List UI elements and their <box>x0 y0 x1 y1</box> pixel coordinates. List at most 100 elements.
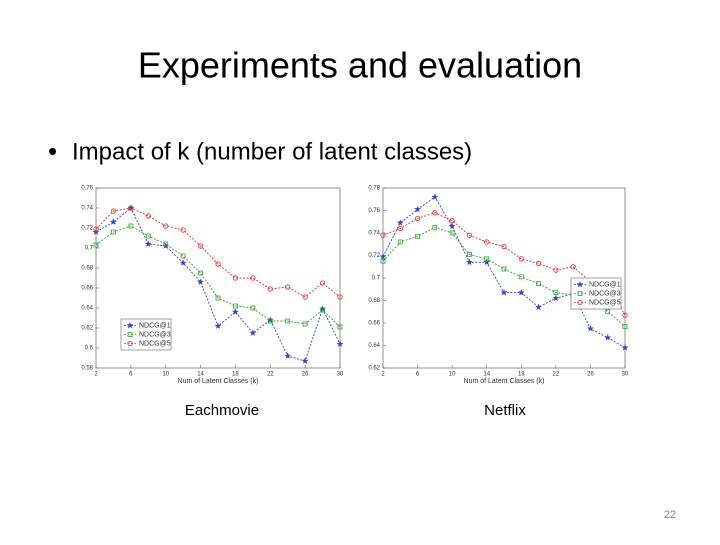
marker <box>302 294 308 300</box>
marker <box>127 340 133 347</box>
marker <box>553 290 559 296</box>
marker <box>622 323 628 329</box>
marker <box>432 224 438 230</box>
marker <box>449 230 455 236</box>
marker <box>179 259 187 267</box>
chart-caption: Netflix <box>484 402 526 419</box>
x-tick-label: 14 <box>197 372 204 378</box>
x-axis-label: Num of Latent Classes (k) <box>178 378 259 385</box>
marker <box>570 264 576 270</box>
y-tick-label: 0.6 <box>85 346 94 352</box>
marker <box>415 233 420 239</box>
x-tick-label: 14 <box>483 372 490 378</box>
y-tick-label: 0.64 <box>368 343 380 349</box>
marker <box>413 205 422 213</box>
page-number: 22 <box>664 509 676 521</box>
legend-label: NDCG@5 <box>139 340 171 347</box>
y-tick-label: 0.66 <box>368 321 380 327</box>
marker <box>380 258 386 264</box>
legend-label: NDCG@1 <box>589 281 621 288</box>
marker <box>448 222 456 230</box>
marker <box>483 258 491 266</box>
marker <box>198 270 203 276</box>
y-tick-label: 0.66 <box>81 286 93 292</box>
marker <box>145 213 151 219</box>
marker <box>577 291 583 296</box>
marker <box>466 232 473 238</box>
marker <box>126 321 134 329</box>
marker <box>231 308 239 316</box>
marker <box>127 332 133 337</box>
x-axis-label: Num of Latent Classes (k) <box>464 378 545 385</box>
y-tick-label: 0.62 <box>81 326 93 332</box>
marker <box>552 294 560 302</box>
marker <box>214 322 222 330</box>
marker <box>144 240 152 248</box>
x-tick-label: 30 <box>337 372 344 378</box>
x-tick-label: 10 <box>162 372 169 378</box>
marker <box>285 318 291 324</box>
marker <box>397 239 403 245</box>
legend-label: NDCG@1 <box>139 322 171 329</box>
y-tick-label: 0.68 <box>368 298 380 304</box>
slide-title: Experiments and evaluation <box>138 45 582 86</box>
marker <box>484 239 490 245</box>
bullet-text: Impact of k (number of latent classes) <box>72 138 472 165</box>
marker <box>432 210 438 216</box>
series-line <box>95 225 341 328</box>
marker <box>396 219 404 226</box>
y-tick-label: 0.76 <box>81 186 93 192</box>
marker <box>215 261 221 267</box>
x-tick-label: 22 <box>267 372 274 378</box>
y-tick-label: 0.72 <box>81 226 93 232</box>
marker <box>197 278 205 286</box>
y-tick-label: 0.74 <box>368 231 380 237</box>
y-tick-label: 0.68 <box>81 266 93 272</box>
marker <box>336 340 344 348</box>
marker <box>337 324 343 330</box>
marker <box>110 208 117 214</box>
marker <box>518 256 524 262</box>
marker <box>267 318 273 324</box>
y-tick-label: 0.78 <box>368 186 380 192</box>
marker <box>163 241 169 247</box>
x-tick-label: 26 <box>302 372 309 378</box>
marker <box>501 243 507 250</box>
marker <box>431 193 439 201</box>
marker <box>605 309 611 315</box>
marker <box>128 223 134 229</box>
marker <box>320 307 325 313</box>
marker <box>577 299 583 306</box>
marker <box>535 260 542 266</box>
series-line <box>382 212 626 316</box>
x-tick-label: 6 <box>416 372 420 378</box>
marker <box>145 233 151 239</box>
marker <box>500 288 508 296</box>
marker <box>93 242 99 248</box>
marker <box>576 280 584 288</box>
x-tick-label: 10 <box>449 372 456 378</box>
y-tick-label: 0.7 <box>372 276 381 282</box>
marker <box>484 256 490 262</box>
y-tick-label: 0.58 <box>81 366 93 372</box>
marker <box>553 267 559 273</box>
marker <box>111 229 116 235</box>
marker <box>518 274 524 280</box>
marker <box>92 228 100 236</box>
marker <box>215 295 221 301</box>
marker <box>467 251 472 257</box>
marker <box>621 344 629 351</box>
marker <box>301 357 309 365</box>
marker <box>337 294 343 300</box>
marker <box>414 215 421 221</box>
marker <box>501 266 507 272</box>
marker <box>449 218 455 224</box>
x-tick-label: 18 <box>518 372 525 378</box>
series-line <box>382 226 626 327</box>
x-tick-label: 2 <box>381 372 385 378</box>
y-tick-label: 0.72 <box>368 253 380 259</box>
marker <box>319 280 326 286</box>
x-tick-label: 18 <box>232 372 239 378</box>
legend-label: NDCG@5 <box>589 299 621 306</box>
